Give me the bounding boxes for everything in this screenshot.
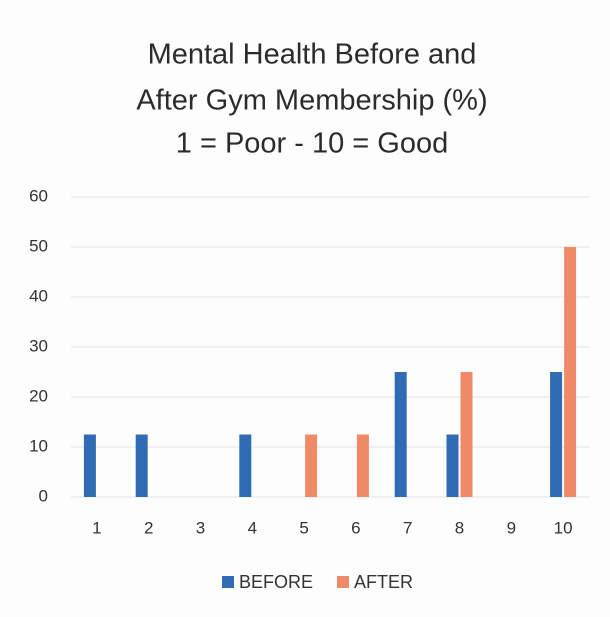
y-tick-label: 20	[29, 386, 48, 405]
chart-title: Mental Health Before and	[148, 39, 477, 71]
y-tick-label: 50	[29, 236, 48, 255]
y-tick-label: 30	[29, 336, 48, 355]
legend-label: AFTER	[354, 572, 413, 592]
bar	[394, 372, 407, 497]
bar	[135, 434, 148, 497]
bar	[83, 434, 96, 497]
bar	[305, 434, 318, 497]
x-tick-label: 1	[92, 518, 101, 537]
x-tick-label: 3	[196, 518, 205, 537]
bar	[460, 372, 473, 497]
x-tick-label: 7	[403, 518, 412, 537]
bar	[446, 434, 459, 497]
y-tick-label: 0	[39, 486, 48, 505]
y-tick-label: 10	[29, 436, 48, 455]
bar	[564, 247, 577, 497]
x-tick-label: 10	[554, 518, 573, 537]
legend-swatch	[337, 576, 349, 588]
x-tick-label: 5	[299, 518, 308, 537]
x-tick-label: 4	[248, 518, 257, 537]
y-tick-label: 40	[29, 286, 48, 305]
chart-title: After Gym Membership (%)	[136, 85, 487, 117]
legend-label: BEFORE	[239, 572, 313, 592]
bar	[239, 434, 252, 497]
x-tick-label: 2	[144, 518, 153, 537]
bar	[550, 372, 563, 497]
x-tick-label: 9	[507, 518, 516, 537]
x-tick-label: 8	[455, 518, 464, 537]
legend-swatch	[222, 576, 234, 588]
chart-title: 1 = Poor - 10 = Good	[176, 128, 448, 160]
x-tick-label: 6	[351, 518, 360, 537]
y-tick-label: 60	[29, 186, 48, 205]
bar	[356, 434, 369, 497]
